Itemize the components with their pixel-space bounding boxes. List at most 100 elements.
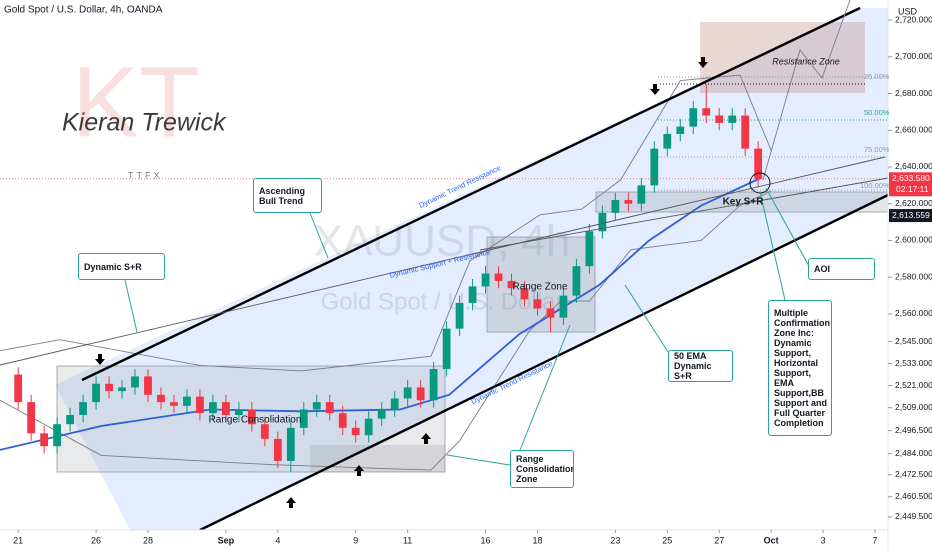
- y-tick-label: 2,460.500: [895, 491, 932, 501]
- candle-body: [741, 115, 750, 149]
- y-tick-label: 2,720.000: [895, 14, 932, 24]
- callout: AOI: [808, 258, 875, 280]
- support-line: [0, 156, 886, 366]
- y-tick-label: 2,560.000: [895, 308, 932, 318]
- y-tick-label: 2,509.000: [895, 402, 932, 412]
- price-label: 2,633.580: [892, 173, 930, 183]
- candle-body: [702, 108, 711, 116]
- range-base: [310, 445, 445, 472]
- callout: Range Consolidation Zone: [510, 450, 574, 488]
- price-label-box: [889, 209, 932, 223]
- x-tick-label: Oct: [764, 535, 779, 545]
- candle-body: [663, 133, 672, 149]
- arrow-up: [286, 497, 296, 508]
- candle-body: [40, 433, 49, 447]
- candle-body: [53, 424, 62, 447]
- candle-body: [144, 376, 152, 395]
- candle-body: [507, 280, 516, 289]
- candle-body: [390, 398, 399, 410]
- y-tick-label: 2,620.000: [895, 198, 932, 208]
- x-tick-label: 11: [403, 535, 412, 545]
- x-tick-label: 21: [13, 535, 23, 545]
- arrow-down: [698, 57, 708, 68]
- projection-path: [762, 0, 851, 181]
- x-tick-label: 4: [275, 535, 280, 545]
- x-tick-label: 28: [143, 535, 153, 545]
- candle-body: [650, 148, 659, 186]
- candle-body: [546, 308, 555, 318]
- candle-body: [260, 424, 269, 439]
- candle-body: [416, 387, 425, 401]
- candle-body: [66, 414, 74, 425]
- y-tick-label: 2,533.000: [895, 358, 932, 368]
- candle-body: [312, 402, 321, 410]
- annotation: Resistance Zone: [772, 56, 840, 66]
- x-tick-label: 26: [91, 535, 101, 545]
- series-layer: [0, 74, 888, 472]
- candle-body: [715, 115, 724, 123]
- candle-body: [338, 413, 347, 428]
- y-tick-label: 2,580.000: [895, 271, 932, 281]
- candle-body: [209, 402, 217, 414]
- callout: Dynamic S+R: [78, 253, 165, 280]
- bollinger-lower: [0, 190, 772, 471]
- candle-body: [247, 409, 256, 425]
- annotation: Key S+R: [723, 197, 765, 208]
- currency: USD: [898, 6, 918, 16]
- logo-brand: TTFX: [128, 170, 163, 180]
- callout: Multiple Confirmation Zone Inc: Dynamic …: [768, 300, 832, 436]
- candle-body: [234, 409, 243, 415]
- candle-body: [131, 376, 139, 388]
- price-label: 2,613.559: [892, 210, 930, 220]
- candle-body: [533, 299, 542, 309]
- channel-fill: [55, 8, 888, 530]
- candle-body: [429, 369, 438, 401]
- candle-body: [676, 126, 685, 134]
- x-tick-label: 25: [662, 535, 672, 545]
- x-tick-label: 18: [532, 535, 542, 545]
- channel-upper: [81, 6, 861, 382]
- y-tick-label: 2,521.000: [895, 380, 932, 390]
- annotation: Range Zone: [512, 282, 567, 293]
- x-tick-label: 3: [821, 535, 826, 545]
- candle-body: [157, 394, 165, 403]
- candle-body: [299, 409, 308, 428]
- callout: 50 EMA Dynamic S+R: [668, 350, 733, 382]
- candle-body: [455, 302, 464, 329]
- y-tick-label: 2,640.000: [895, 161, 932, 171]
- x-tick-label: 27: [714, 535, 724, 545]
- support-line: [479, 177, 889, 251]
- x-tick-label: 7: [873, 535, 878, 545]
- candle-body: [222, 402, 230, 415]
- annotation: Range Consolidation: [209, 415, 302, 426]
- y-tick-label: 2,680.000: [895, 88, 932, 98]
- y-tick-label: 2,660.000: [895, 124, 932, 134]
- candle-body: [325, 402, 334, 414]
- y-tick-label: 2,600.000: [895, 235, 932, 245]
- candle-body: [481, 273, 490, 287]
- logo-name: Kieran Trewick: [62, 109, 227, 137]
- connector: [759, 191, 786, 301]
- candle-body: [611, 200, 620, 213]
- price-axis: [888, 0, 932, 550]
- callout: Ascending Bull Trend: [253, 178, 322, 213]
- logo-initials: KT: [72, 46, 200, 158]
- x-tick-label: Sep: [218, 535, 235, 545]
- chart-title: Gold Spot / U.S. Dollar, 4h, OANDA: [4, 5, 163, 16]
- fib-label: 50.00%: [864, 108, 890, 117]
- x-tick-label: 16: [481, 535, 491, 545]
- y-tick-label: 2,545.000: [895, 336, 932, 346]
- candle-body: [637, 185, 646, 204]
- candle-body: [572, 266, 581, 296]
- x-tick-label: 23: [610, 535, 620, 545]
- arrow-down: [95, 354, 105, 365]
- connector: [624, 284, 671, 356]
- candle-body: [118, 387, 126, 392]
- candle-body: [689, 108, 698, 127]
- connector: [765, 187, 811, 269]
- candle-body: [377, 409, 386, 419]
- x-tick-label: 9: [353, 535, 358, 545]
- y-tick-label: 2,700.000: [895, 51, 932, 61]
- fib-label: 75.00%: [864, 145, 890, 154]
